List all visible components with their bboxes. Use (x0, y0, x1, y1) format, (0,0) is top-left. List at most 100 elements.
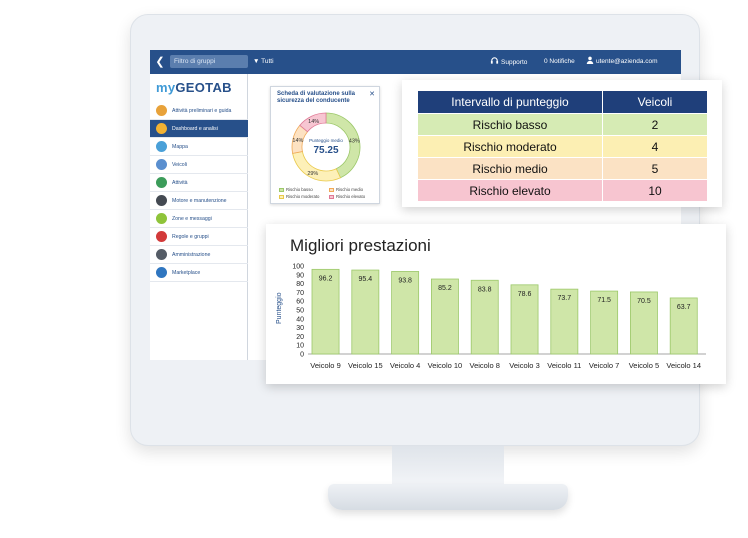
scorecard-legend: Rischio basso Rischio medio Rischio modera… (279, 186, 379, 200)
x-tick-label: Veicolo 3 (509, 361, 539, 370)
bar[interactable] (311, 268, 340, 355)
sidebar-item-label: Attività (172, 179, 188, 186)
user-icon (586, 56, 594, 64)
monitor-stand-neck (392, 446, 504, 486)
risk-level-cell: Rischio basso (417, 113, 603, 136)
vehicle-count-cell: 10 (602, 179, 708, 202)
y-tick-label: 70 (296, 290, 304, 297)
bar[interactable] (430, 278, 459, 355)
bar[interactable] (510, 284, 539, 355)
risk-row: Rischio medio 5 (417, 157, 708, 180)
chart-title: Migliori prestazioni (290, 236, 431, 255)
group-dropdown-value: Tutti (261, 58, 274, 65)
bar[interactable] (391, 271, 420, 355)
bar[interactable] (629, 291, 658, 355)
sidebar-item-6[interactable]: Zone e messaggi (150, 210, 248, 228)
bar-value-label: 83.8 (478, 286, 492, 293)
y-tick-label: 0 (300, 352, 304, 359)
bar-value-label: 71.5 (597, 297, 611, 304)
sidebar-item-5[interactable]: Motore e manutenzione (150, 192, 248, 210)
group-dropdown[interactable]: ▼ Tutti (253, 56, 274, 68)
sidebar-item-0[interactable]: Attività preliminari e guida (150, 102, 248, 120)
bar[interactable] (590, 290, 619, 355)
risk-row: Rischio elevato 10 (417, 179, 708, 202)
legend-item: Rischio elevato (329, 194, 379, 199)
zone-icon (156, 213, 167, 224)
y-tick-label: 90 (296, 272, 304, 279)
mygeotab-logo[interactable]: myGEOTAB (156, 80, 232, 95)
sidebar-item-7[interactable]: Regole e gruppi (150, 228, 248, 246)
notifications-link[interactable]: 0 Notifiche (544, 58, 575, 65)
bar[interactable] (351, 269, 380, 355)
support-link[interactable]: Supporto (490, 56, 527, 69)
x-tick-label: Veicolo 7 (589, 361, 619, 370)
sidebar-item-8[interactable]: Amministrazione (150, 246, 248, 264)
bar-value-label: 73.7 (558, 295, 572, 302)
sidebar-item-1[interactable]: Dashboard e analisi (150, 120, 248, 138)
y-tick-label: 60 (296, 299, 304, 306)
y-tick-label: 10 (296, 343, 304, 350)
sidebar-item-label: Dashboard e analisi (172, 125, 218, 132)
header-score-range: Intervallo di punteggio (417, 90, 603, 114)
engine-icon (156, 195, 167, 206)
bar-value-label: 78.6 (518, 291, 532, 298)
scorecard-title: Scheda di valutazione sulla sicurezza de… (277, 91, 356, 104)
sidebar-item-label: Marketplace (172, 269, 201, 276)
sidebar-item-2[interactable]: Mappa (150, 138, 248, 156)
bar[interactable] (550, 288, 579, 355)
group-filter-input[interactable]: Filtro di gruppi (170, 55, 248, 68)
close-icon[interactable]: ✕ (369, 91, 375, 98)
x-tick-label: Veicolo 14 (666, 361, 701, 370)
vehicle-count-cell: 2 (602, 113, 708, 136)
user-email: utente@azienda.com (596, 58, 658, 65)
legend-item: Rischio basso (279, 187, 329, 192)
sidebar-item-label: Mappa (172, 143, 188, 150)
x-tick-label: Veicolo 4 (390, 361, 420, 370)
bar[interactable] (669, 297, 698, 355)
sidebar-item-label: Veicoli (172, 161, 187, 168)
x-tick-label: Veicolo 9 (310, 361, 340, 370)
back-arrow-icon[interactable]: ❮ (155, 56, 165, 68)
donut-slice-3[interactable] (299, 112, 327, 133)
donut-slice-label: 29% (307, 171, 318, 177)
map-icon (156, 141, 167, 152)
x-tick-label: Veicolo 10 (428, 361, 463, 370)
caret-down-icon: ▼ (253, 58, 260, 65)
bar-value-label: 63.7 (677, 304, 691, 311)
group-filter-placeholder: Filtro di gruppi (174, 58, 216, 65)
risk-level-cell: Rischio elevato (417, 179, 603, 202)
activity-chart-icon (156, 177, 167, 188)
vehicle-icon (156, 159, 167, 170)
donut-slice-label: 14% (308, 119, 319, 125)
sidebar-item-9[interactable]: Marketplace (150, 264, 248, 282)
monitor-stand-base (328, 484, 568, 510)
bar-value-label: 95.4 (359, 276, 373, 283)
sidebar-item-4[interactable]: Attività (150, 174, 248, 192)
sidebar-nav: Attività preliminari e guida Dashboard e … (150, 102, 248, 282)
donut-chart: 43% 29% 14% 14% Punteggio medio 75.25 (291, 112, 361, 182)
x-tick-label: Veicolo 8 (470, 361, 500, 370)
legend-label: Rischio elevato (336, 194, 366, 199)
marketplace-icon (156, 267, 167, 278)
headset-icon (490, 57, 499, 64)
risk-row: Rischio basso 2 (417, 113, 708, 136)
y-tick-label: 50 (296, 308, 304, 315)
legend-swatch (279, 187, 284, 192)
safety-scorecard-panel: Scheda di valutazione sulla sicurezza de… (270, 86, 380, 204)
donut-slice-label: 14% (292, 138, 303, 144)
bar-value-label: 93.8 (398, 277, 412, 284)
legend-swatch (329, 187, 334, 192)
risk-table: Intervallo di punteggio Veicoli Rischio … (417, 90, 708, 202)
bar[interactable] (470, 279, 499, 355)
top-bar: ❮ Filtro di gruppi ▼ Tutti Supporto 0 No… (150, 50, 681, 74)
user-menu[interactable]: utente@azienda.com (586, 56, 658, 68)
sidebar-item-3[interactable]: Veicoli (150, 156, 248, 174)
legend-label: Rischio basso (286, 187, 313, 192)
sidebar-item-label: Regole e gruppi (172, 233, 209, 240)
x-tick-label: Veicolo 15 (348, 361, 383, 370)
sidebar-item-label: Amministrazione (172, 251, 211, 258)
legend-label: Rischio moderato (286, 194, 320, 199)
risk-level-cell: Rischio medio (417, 157, 603, 180)
